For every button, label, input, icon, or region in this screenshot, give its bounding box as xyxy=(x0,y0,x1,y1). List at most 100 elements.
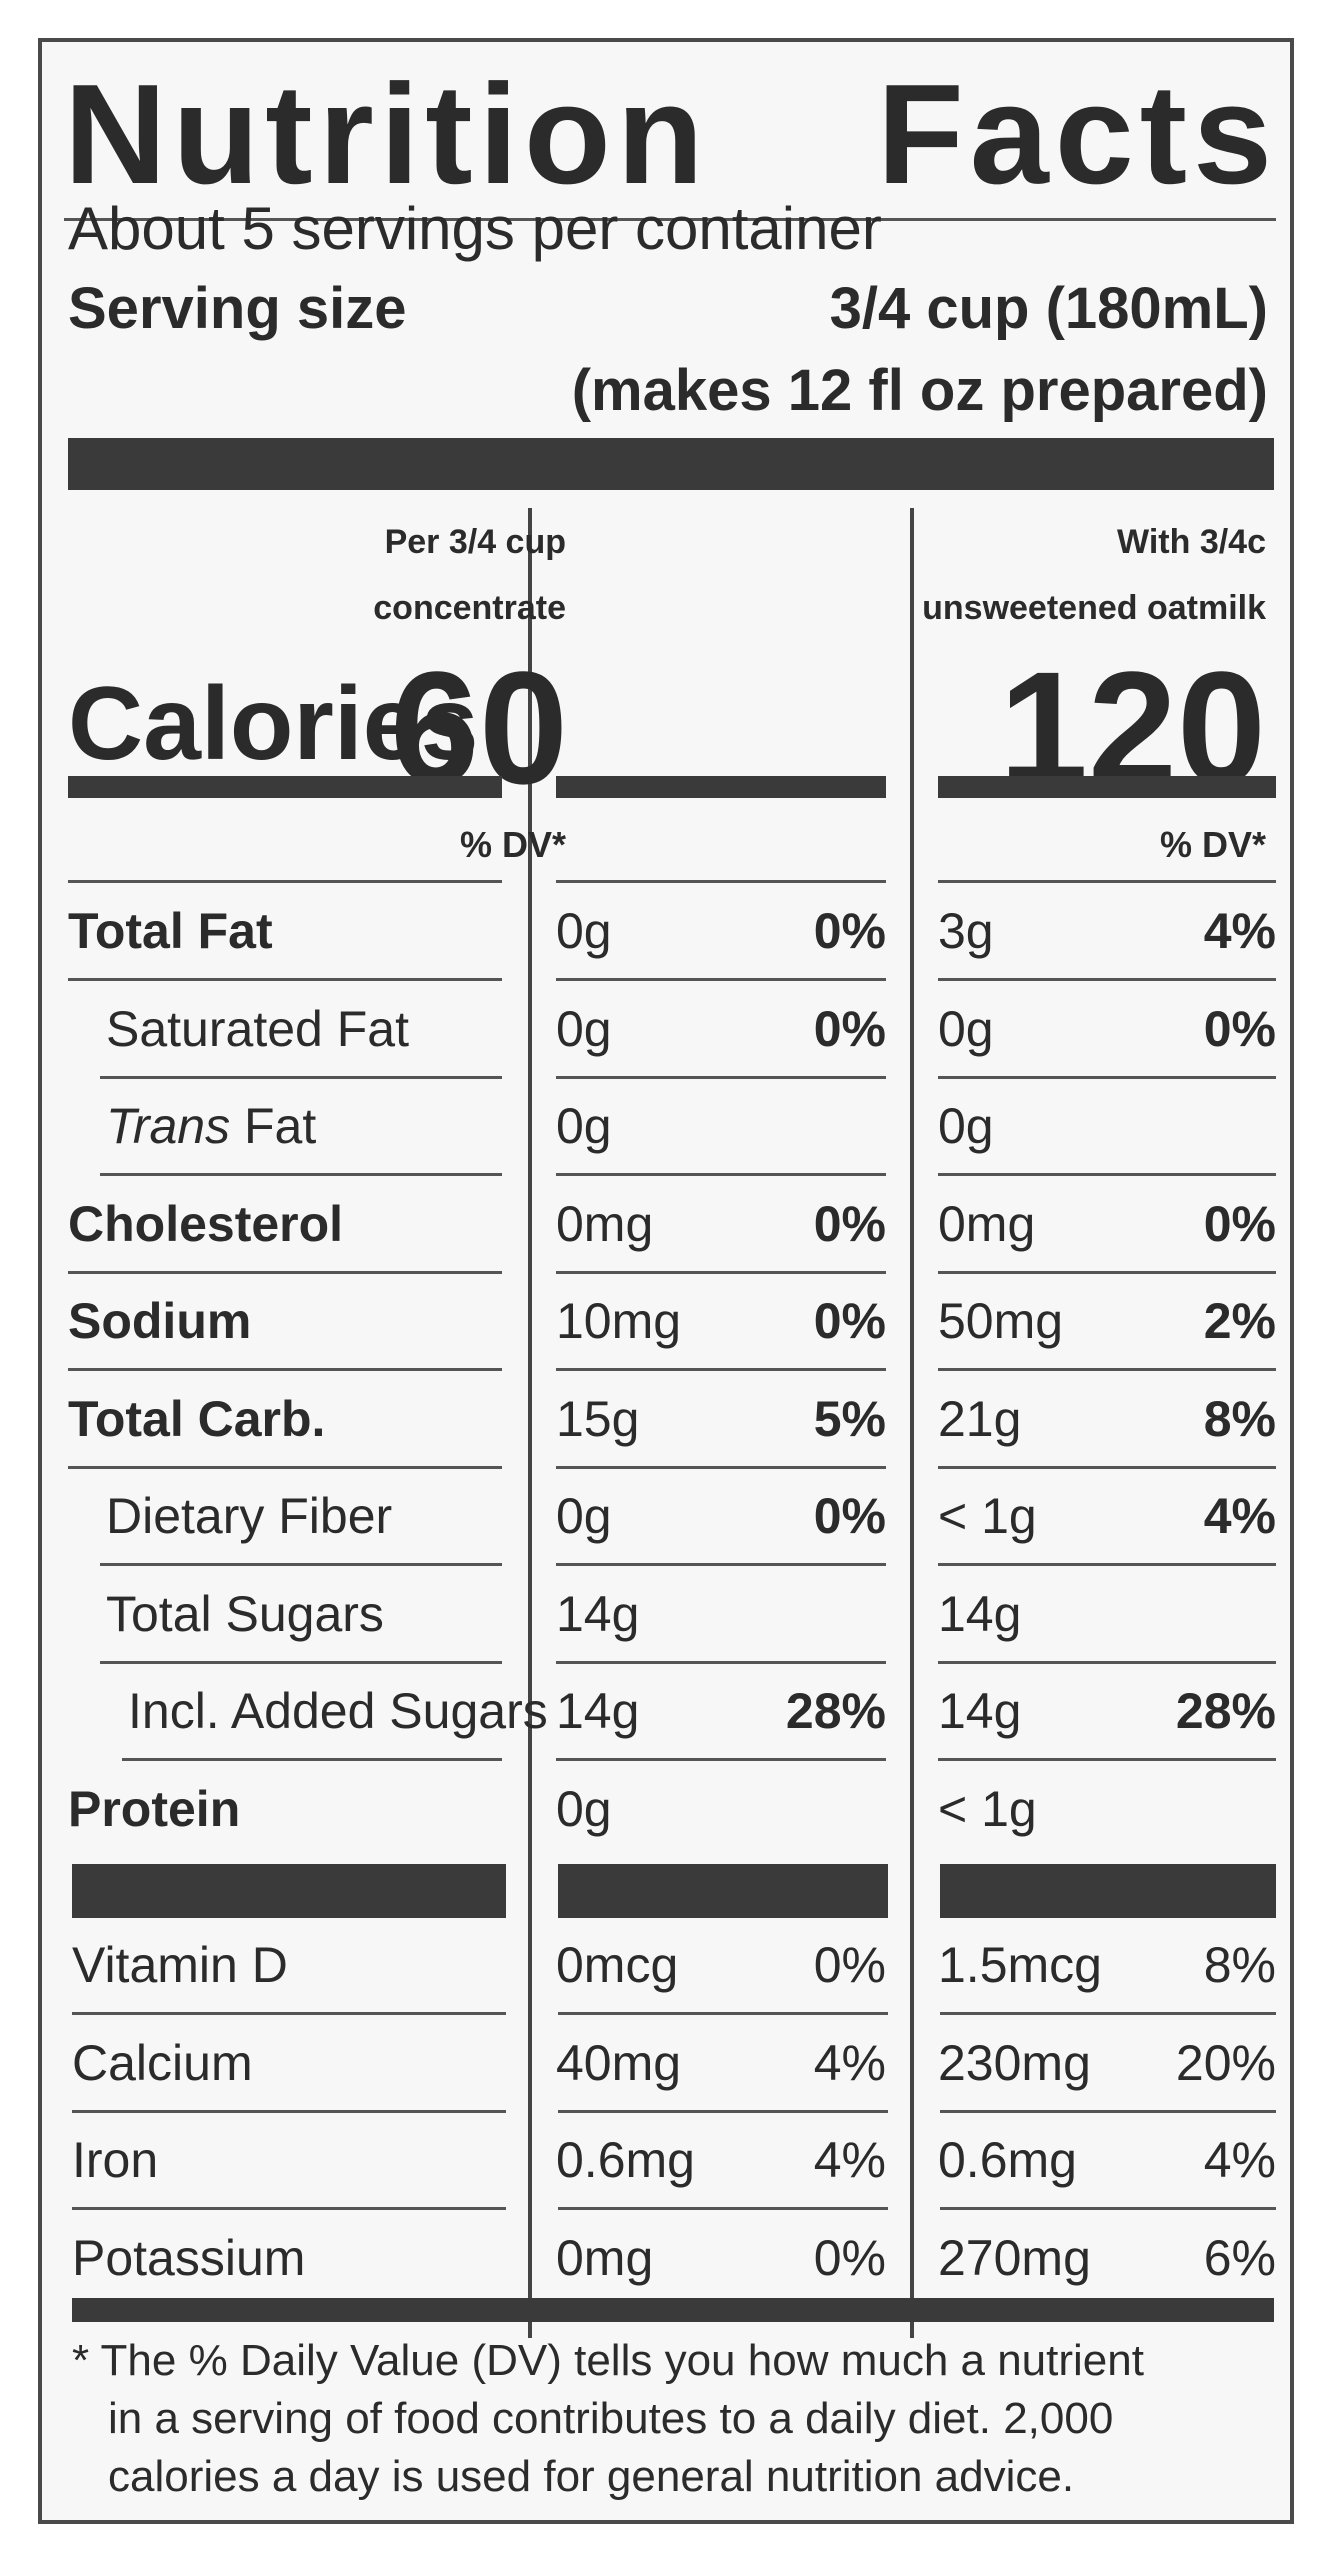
row-divider xyxy=(68,1465,502,1469)
amount-concentrate: 0g xyxy=(556,1780,612,1837)
column1-header-line2: concentrate xyxy=(373,589,566,627)
nutrient-name-text: Total Carb. xyxy=(68,1390,326,1447)
title-word-facts: Facts xyxy=(877,55,1278,214)
nutrient-name-text: Sodium xyxy=(68,1293,252,1349)
amount-concentrate: 0g xyxy=(556,903,612,959)
nutrient-name: Cholesterol xyxy=(68,1177,343,1271)
nutrient-row: Total Fat 0g 0% 3g 4% xyxy=(42,884,1290,981)
dv-concentrate: 0% xyxy=(813,2229,886,2286)
dv-with-oatmilk: 6% xyxy=(1203,2229,1276,2286)
column-separator-2 xyxy=(910,508,914,2338)
row-divider xyxy=(68,1368,502,1371)
serving-size-label: Serving size xyxy=(68,276,407,341)
dv-with-oatmilk: 2% xyxy=(1203,1293,1276,1349)
row-divider xyxy=(556,1075,886,1079)
amount-with-oatmilk: < 1g xyxy=(938,1488,1037,1544)
dv-with-oatmilk: 8% xyxy=(1203,1390,1276,1447)
column-separator-1 xyxy=(528,508,532,2338)
row-divider xyxy=(556,1660,886,1664)
title-divider xyxy=(64,218,1276,221)
row-divider xyxy=(938,1758,1276,1761)
dv-header-line-col0 xyxy=(68,880,502,883)
dv-with-oatmilk: 4% xyxy=(1203,1488,1276,1544)
footnote-line: in a serving of food contributes to a da… xyxy=(108,2394,1114,2443)
row-divider xyxy=(558,2109,888,2113)
vitamin-bar-col2 xyxy=(940,1864,1276,1918)
amount-concentrate: 0g xyxy=(556,1000,612,1057)
amount-with-oatmilk: 0.6mg xyxy=(938,2132,1077,2188)
nutrient-name: Sodium xyxy=(68,1274,251,1368)
dv-concentrate xyxy=(742,1079,886,1173)
row-divider xyxy=(556,1758,886,1761)
nutrient-name: Trans Fat xyxy=(106,1079,316,1173)
dv-with-oatmilk: 8% xyxy=(1203,1937,1276,1993)
nutrient-name-text: Fat xyxy=(230,1098,317,1154)
dv-concentrate xyxy=(742,1762,886,1856)
row-divider xyxy=(556,1173,886,1176)
calories-bar-col2 xyxy=(938,776,1276,798)
row-divider xyxy=(940,2012,1276,2015)
row-divider xyxy=(556,1563,886,1566)
dv-with-oatmilk: 4% xyxy=(1203,2132,1276,2188)
row-divider xyxy=(100,1660,502,1664)
dv-with-oatmilk: 4% xyxy=(1203,903,1276,959)
column2-header-line1: With 3/4c xyxy=(1117,523,1266,561)
nutrient-name-text: Cholesterol xyxy=(68,1195,344,1252)
vitamin-bar-col0 xyxy=(72,1864,506,1918)
row-divider xyxy=(938,978,1276,981)
dv-concentrate: 4% xyxy=(813,2034,886,2091)
row-divider xyxy=(556,1368,886,1371)
nutrient-name: Dietary Fiber xyxy=(106,1469,392,1563)
column1-header-line1: Per 3/4 cup xyxy=(384,523,566,561)
nutrient-name-text: Total Fat xyxy=(68,903,273,959)
dv-with-oatmilk xyxy=(1132,1079,1276,1173)
amount-concentrate: 14g xyxy=(556,1585,640,1642)
row-divider xyxy=(68,978,502,981)
vitamin-bar-col1 xyxy=(558,1864,888,1918)
nutrient-row: Total Sugars 14g 14g xyxy=(42,1567,1290,1664)
footnote-line: * The % Daily Value (DV) tells you how m… xyxy=(72,2336,1144,2385)
footnote-line: calories a day is used for general nutri… xyxy=(108,2452,1075,2501)
row-divider xyxy=(938,1465,1276,1469)
nutrient-name: Vitamin D xyxy=(72,1918,288,2012)
servings-per-container: About 5 servings per container xyxy=(68,195,882,262)
amount-concentrate: 0g xyxy=(556,1488,612,1544)
dv-concentrate: 0% xyxy=(813,1293,886,1349)
amount-concentrate: 0mg xyxy=(556,2229,654,2286)
nutrient-name-italic: Trans xyxy=(106,1098,231,1154)
row-divider xyxy=(558,2012,888,2015)
row-divider xyxy=(100,1563,502,1566)
row-divider xyxy=(940,2109,1276,2113)
amount-with-oatmilk: 0g xyxy=(938,1098,994,1154)
amount-with-oatmilk: < 1g xyxy=(938,1780,1037,1837)
dv-with-oatmilk xyxy=(1132,1762,1276,1856)
amount-with-oatmilk: 270mg xyxy=(938,2229,1091,2286)
vitamin-row: Iron 0.6mg 4% 0.6mg 4% xyxy=(42,2113,1290,2210)
nutrient-name-text: Vitamin D xyxy=(72,1937,288,1993)
nutrient-name: Potassium xyxy=(72,2211,305,2305)
vitamin-row: Potassium 0mg 0% 270mg 6% xyxy=(42,2211,1290,2308)
dv-with-oatmilk: 20% xyxy=(1175,2034,1276,2091)
nutrient-name-text: Total Sugars xyxy=(106,1585,384,1642)
dv-concentrate: 0% xyxy=(813,903,886,959)
nutrient-name: Total Fat xyxy=(68,884,273,978)
nutrient-name-text: Incl. Added Sugars xyxy=(128,1683,548,1739)
vitamin-row: Vitamin D 0mcg 0% 1.5mcg 8% xyxy=(42,1918,1290,2015)
nutrient-row: Trans Fat 0g 0g xyxy=(42,1079,1290,1176)
daily-value-footnote: * The % Daily Value (DV) tells you how m… xyxy=(72,2332,1262,2506)
dv-with-oatmilk xyxy=(1132,1567,1276,1661)
calories-label: Calories xyxy=(68,666,479,782)
label-title: Nutrition Facts xyxy=(64,60,1278,210)
dv-concentrate: 5% xyxy=(813,1390,886,1447)
row-divider xyxy=(72,2109,506,2113)
nutrient-name-text: Iron xyxy=(72,2132,159,2188)
amount-with-oatmilk: 14g xyxy=(938,1585,1022,1642)
nutrient-name-text: Calcium xyxy=(72,2034,253,2091)
nutrient-row: Cholesterol 0mg 0% 0mg 0% xyxy=(42,1177,1290,1274)
amount-concentrate: 15g xyxy=(556,1390,640,1447)
row-divider xyxy=(938,1075,1276,1079)
amount-concentrate: 40mg xyxy=(556,2034,682,2091)
row-divider xyxy=(940,2207,1276,2210)
title-word-nutrition: Nutrition xyxy=(64,55,710,214)
dv-header-line-col1 xyxy=(556,880,886,883)
